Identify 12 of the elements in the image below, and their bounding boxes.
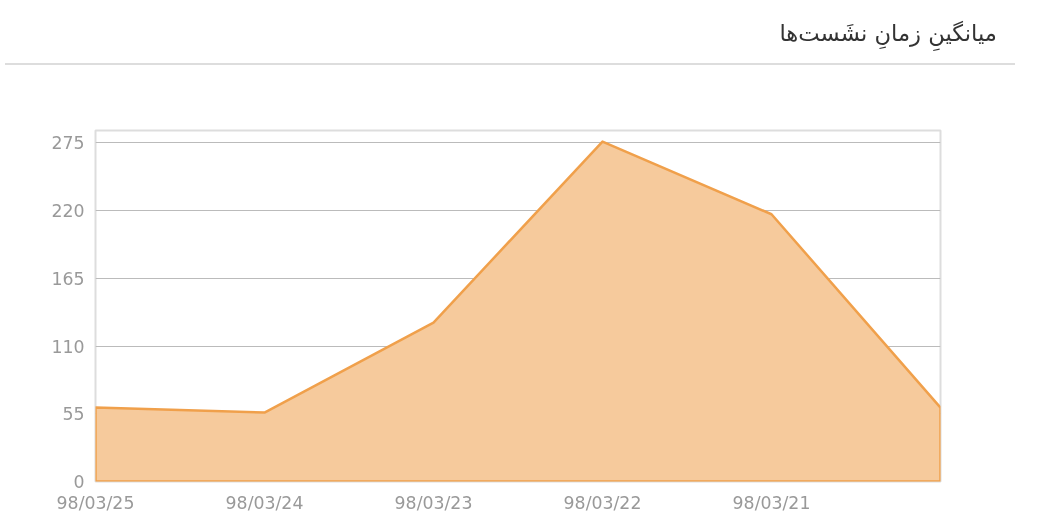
x-tick-label: 98/03/21 xyxy=(732,492,811,513)
x-tick-label: 98/03/25 xyxy=(56,492,135,513)
x-tick-label: 98/03/22 xyxy=(563,492,642,513)
y-tick-label: 275 xyxy=(51,133,85,154)
y-tick-label: 165 xyxy=(51,269,85,290)
y-tick-label: 220 xyxy=(51,201,85,222)
y-tick-label: 110 xyxy=(51,336,85,357)
y-tick-label: 0 xyxy=(73,472,85,493)
chart-title: میانگینِ زمانِ نشَست‌ها xyxy=(779,19,997,50)
y-tick-label: 55 xyxy=(62,404,85,425)
x-tick-label: 98/03/23 xyxy=(394,492,473,513)
x-tick-label: 98/03/24 xyxy=(225,492,304,513)
